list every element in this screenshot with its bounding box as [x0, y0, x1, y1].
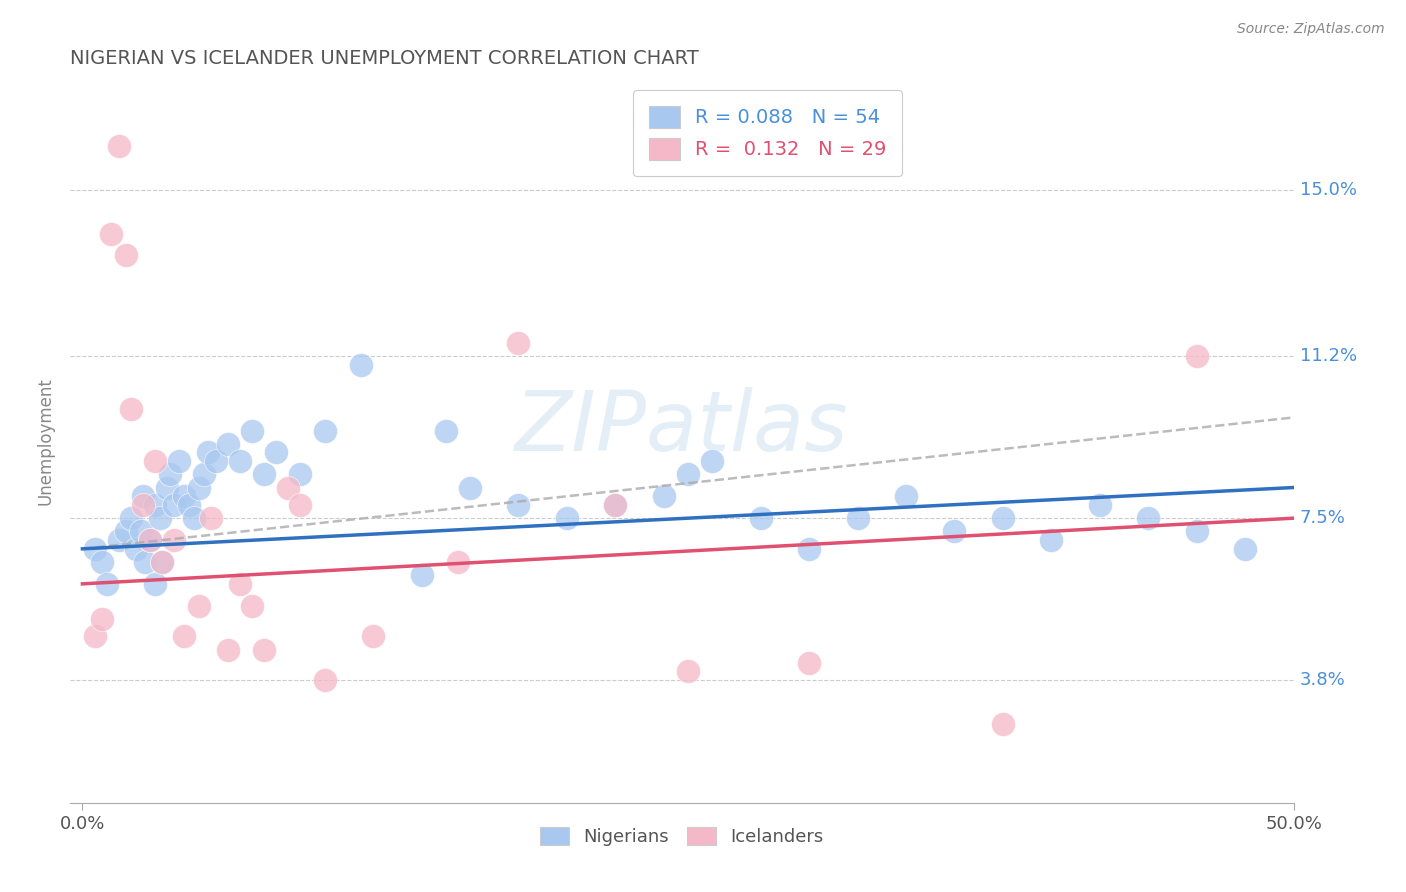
Point — [204, 454, 226, 468]
Point — [163, 533, 186, 547]
Point — [555, 511, 578, 525]
Point — [846, 511, 869, 525]
Point — [676, 665, 699, 679]
Point — [132, 489, 155, 503]
Point — [150, 555, 173, 569]
Point — [183, 511, 205, 525]
Point — [605, 498, 627, 512]
Point — [749, 511, 772, 525]
Point — [1234, 541, 1257, 556]
Point — [83, 629, 105, 643]
Point — [314, 673, 336, 688]
Point — [173, 489, 195, 503]
Point — [187, 481, 209, 495]
Point — [193, 467, 215, 482]
Point — [1040, 533, 1063, 547]
Point — [115, 248, 138, 262]
Point — [115, 524, 138, 539]
Point — [143, 498, 166, 512]
Point — [253, 642, 276, 657]
Point — [434, 424, 457, 438]
Point — [508, 498, 530, 512]
Point — [1185, 349, 1208, 363]
Point — [83, 541, 105, 556]
Point — [943, 524, 966, 539]
Point — [314, 424, 336, 438]
Point — [200, 511, 222, 525]
Point — [797, 656, 820, 670]
Point — [107, 533, 129, 547]
Text: ZIPatlas: ZIPatlas — [515, 386, 849, 467]
Point — [1137, 511, 1160, 525]
Point — [150, 555, 173, 569]
Point — [652, 489, 675, 503]
Point — [169, 454, 191, 468]
Text: 11.2%: 11.2% — [1299, 347, 1357, 365]
Point — [107, 139, 129, 153]
Point — [447, 555, 470, 569]
Point — [197, 445, 219, 459]
Point — [134, 555, 156, 569]
Point — [217, 642, 239, 657]
Point — [90, 612, 112, 626]
Point — [508, 336, 530, 351]
Point — [458, 481, 481, 495]
Text: 15.0%: 15.0% — [1299, 181, 1357, 199]
Point — [139, 533, 162, 547]
Point — [411, 568, 433, 582]
Text: 7.5%: 7.5% — [1299, 509, 1346, 527]
Point — [120, 401, 142, 416]
Point — [290, 498, 312, 512]
Point — [90, 555, 112, 569]
Point — [229, 577, 252, 591]
Point — [163, 498, 186, 512]
Point — [229, 454, 252, 468]
Point — [132, 498, 155, 512]
Point — [217, 436, 239, 450]
Point — [991, 511, 1014, 525]
Point — [894, 489, 917, 503]
Point — [991, 717, 1014, 731]
Point — [100, 227, 122, 241]
Point — [290, 467, 312, 482]
Legend: Nigerians, Icelanders: Nigerians, Icelanders — [531, 818, 832, 855]
Point — [187, 599, 209, 613]
Text: Source: ZipAtlas.com: Source: ZipAtlas.com — [1237, 22, 1385, 37]
Point — [797, 541, 820, 556]
Point — [350, 358, 373, 372]
Point — [676, 467, 699, 482]
Point — [240, 599, 263, 613]
Point — [361, 629, 384, 643]
Point — [96, 577, 118, 591]
Point — [240, 424, 263, 438]
Point — [1185, 524, 1208, 539]
Point — [120, 511, 142, 525]
Point — [253, 467, 276, 482]
Point — [605, 498, 627, 512]
Point — [143, 577, 166, 591]
Point — [125, 541, 148, 556]
Text: NIGERIAN VS ICELANDER UNEMPLOYMENT CORRELATION CHART: NIGERIAN VS ICELANDER UNEMPLOYMENT CORRE… — [70, 48, 699, 68]
Point — [1088, 498, 1111, 512]
Point — [139, 533, 162, 547]
Y-axis label: Unemployment: Unemployment — [37, 377, 55, 506]
Point — [177, 498, 200, 512]
Point — [143, 454, 166, 468]
Point — [173, 629, 195, 643]
Point — [702, 454, 724, 468]
Point — [149, 511, 172, 525]
Point — [277, 481, 299, 495]
Point — [129, 524, 152, 539]
Point — [159, 467, 181, 482]
Point — [264, 445, 287, 459]
Text: 3.8%: 3.8% — [1299, 671, 1346, 690]
Point — [156, 481, 179, 495]
